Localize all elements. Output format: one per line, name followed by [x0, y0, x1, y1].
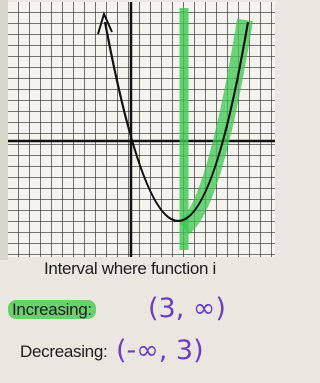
- worksheet: Interval where function i Increasing: (3…: [0, 0, 275, 383]
- interval-heading: Interval where function i: [44, 259, 216, 279]
- decreasing-answer: (-∞, 3): [116, 335, 204, 366]
- increasing-answer: (3, ∞): [148, 293, 226, 324]
- increasing-label: Increasing:: [8, 300, 96, 320]
- graph: [0, 0, 275, 260]
- decreasing-label: Decreasing:: [20, 342, 107, 362]
- margin: [0, 0, 8, 260]
- increasing-text: Increasing:: [8, 300, 96, 319]
